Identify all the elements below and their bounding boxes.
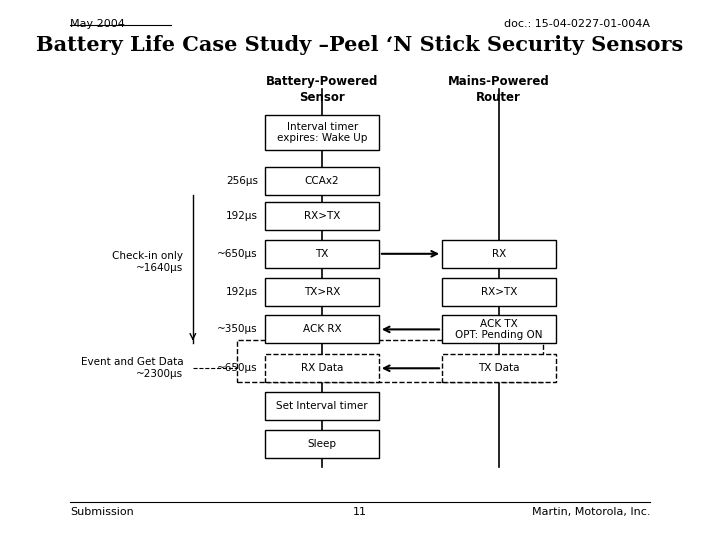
Text: TX: TX: [315, 249, 329, 259]
Text: Submission: Submission: [70, 507, 134, 517]
Text: 256μs: 256μs: [226, 176, 258, 186]
Text: Mains-Powered
Router: Mains-Powered Router: [448, 75, 549, 104]
Text: Battery-Powered
Sensor: Battery-Powered Sensor: [266, 75, 378, 104]
FancyBboxPatch shape: [266, 240, 379, 268]
Text: Interval timer
expires: Wake Up: Interval timer expires: Wake Up: [277, 122, 367, 143]
Text: RX>TX: RX>TX: [480, 287, 517, 296]
FancyBboxPatch shape: [442, 354, 556, 382]
Text: 192μs: 192μs: [226, 287, 258, 296]
FancyBboxPatch shape: [266, 392, 379, 420]
FancyBboxPatch shape: [266, 430, 379, 458]
FancyBboxPatch shape: [266, 202, 379, 230]
Text: Event and Get Data
~2300μs: Event and Get Data ~2300μs: [81, 357, 184, 379]
Text: RX: RX: [492, 249, 506, 259]
Text: ~650μs: ~650μs: [217, 363, 258, 373]
FancyBboxPatch shape: [266, 315, 379, 343]
Text: 11: 11: [353, 507, 367, 517]
Text: May 2004: May 2004: [70, 19, 125, 29]
Text: TX Data: TX Data: [478, 363, 520, 373]
FancyBboxPatch shape: [266, 114, 379, 150]
Text: TX>RX: TX>RX: [304, 287, 341, 296]
Text: 192μs: 192μs: [226, 211, 258, 221]
Text: Check-in only
~1640μs: Check-in only ~1640μs: [112, 251, 184, 273]
FancyBboxPatch shape: [442, 240, 556, 268]
Text: Battery Life Case Study –Peel ‘N Stick Security Sensors: Battery Life Case Study –Peel ‘N Stick S…: [37, 35, 683, 55]
Text: ~650μs: ~650μs: [217, 249, 258, 259]
Text: Set Interval timer: Set Interval timer: [276, 401, 368, 411]
Text: ~350μs: ~350μs: [217, 325, 258, 334]
Text: RX Data: RX Data: [301, 363, 343, 373]
Text: RX>TX: RX>TX: [304, 211, 341, 221]
FancyBboxPatch shape: [266, 278, 379, 306]
FancyBboxPatch shape: [442, 278, 556, 306]
Text: CCAx2: CCAx2: [305, 176, 339, 186]
Text: ACK TX
OPT: Pending ON: ACK TX OPT: Pending ON: [455, 319, 542, 340]
Text: Martin, Motorola, Inc.: Martin, Motorola, Inc.: [531, 507, 650, 517]
Text: doc.: 15-04-0227-01-004A: doc.: 15-04-0227-01-004A: [504, 19, 650, 29]
FancyBboxPatch shape: [266, 167, 379, 195]
Text: Sleep: Sleep: [307, 439, 337, 449]
FancyBboxPatch shape: [442, 315, 556, 343]
FancyBboxPatch shape: [266, 354, 379, 382]
Text: ACK RX: ACK RX: [303, 325, 341, 334]
